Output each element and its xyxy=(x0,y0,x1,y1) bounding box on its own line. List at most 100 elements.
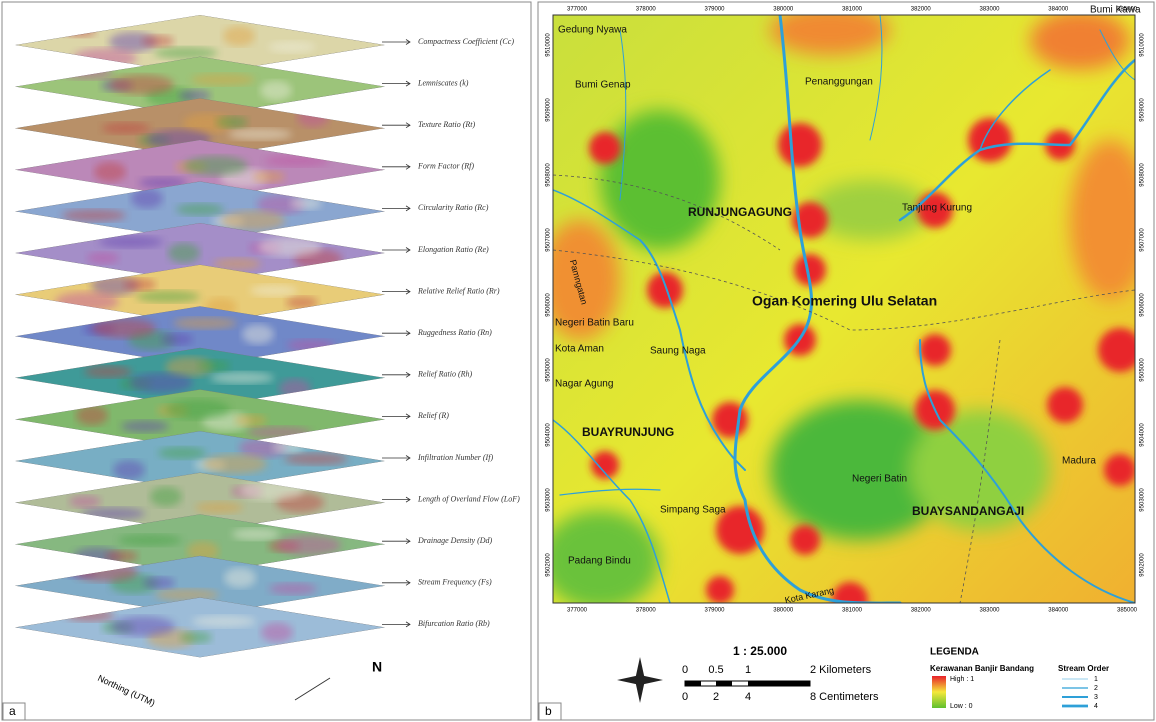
y-tick-label: 9509000 xyxy=(546,98,552,122)
layer-patch xyxy=(198,360,230,372)
place-name: Tanjung Kurung xyxy=(902,203,972,214)
place-name: Nagar Agung xyxy=(555,379,613,390)
layer-label: Ruggedness Ratio (Rn) xyxy=(417,328,492,337)
place-name: Kota Aman xyxy=(555,344,604,355)
x-tick-label: 383000 xyxy=(979,608,1000,614)
layer-patch xyxy=(99,236,163,248)
panel-label: b xyxy=(545,704,552,718)
layer-patch xyxy=(131,188,163,208)
place-name: Saung Naga xyxy=(650,346,706,357)
layer-patch xyxy=(195,502,243,514)
layer-patch xyxy=(136,291,200,303)
x-tick-label: 384000 xyxy=(1048,7,1069,13)
scale-km-label: 0 xyxy=(682,664,688,676)
layer-patch xyxy=(210,372,274,384)
y-tick-label: 9508000 xyxy=(546,163,552,187)
place-name: BUAYRUNJUNG xyxy=(582,425,674,439)
layer-patch xyxy=(277,535,341,555)
stream-order-label: 1 xyxy=(1094,676,1098,683)
figure-canvas: Compactness Coefficient (Cc)Lemniscates … xyxy=(0,0,1156,722)
place-name: Padang Bindu xyxy=(568,556,631,567)
layer-patch xyxy=(142,35,174,47)
layer-patch xyxy=(232,528,280,540)
y-tick-label: 9510000 xyxy=(546,33,552,57)
layer-patch xyxy=(64,25,96,37)
layer-patch xyxy=(221,210,285,230)
place-name: Madura xyxy=(1062,456,1096,467)
layer-patch xyxy=(224,568,256,588)
layer-patch xyxy=(180,631,212,643)
layer-patch xyxy=(73,48,137,68)
layer-stack: Compactness Coefficient (Cc)Lemniscates … xyxy=(15,15,520,657)
place-name: RUNJUNGAGUNG xyxy=(688,205,792,219)
layer-patch xyxy=(216,116,248,128)
y-tick-label: 9506000 xyxy=(546,293,552,317)
scale-bar xyxy=(685,681,810,686)
layer-patch xyxy=(268,41,316,53)
layer-patch xyxy=(184,156,248,176)
y-tick-label: 9502000 xyxy=(546,553,552,577)
x-tick-label: 380000 xyxy=(773,608,794,614)
layer-patch xyxy=(161,333,193,345)
layer-patch xyxy=(74,562,138,582)
layer-patch xyxy=(284,453,348,465)
x-tick-label: 377000 xyxy=(567,608,588,614)
layer-patch xyxy=(84,366,132,378)
layer-patch xyxy=(287,339,335,351)
y-tick-label: 9508000 xyxy=(1140,163,1146,187)
layer-patch xyxy=(272,441,304,453)
layer-patch xyxy=(66,609,114,621)
hazard-high: High : 1 xyxy=(950,676,974,683)
layer-patch xyxy=(279,379,311,399)
x-tick-label: 382000 xyxy=(911,7,932,13)
layer-patch xyxy=(240,481,304,501)
x-tick-label: 377000 xyxy=(567,7,588,13)
layer-label: Relief Ratio (Rh) xyxy=(417,370,473,379)
layer-patch xyxy=(269,583,317,595)
map xyxy=(540,5,1150,618)
layer-patch xyxy=(106,550,138,562)
layer-patch xyxy=(223,26,255,46)
place-name: Simpang Saga xyxy=(660,505,726,516)
scale-km-label: 2 Kilometers xyxy=(810,664,872,676)
layer-patch xyxy=(110,75,174,95)
place-name: Ogan Komering Ulu Selatan xyxy=(752,293,937,309)
layer-patch xyxy=(297,107,329,127)
scale-cm-label: 8 Centimeters xyxy=(810,691,879,703)
layer-label: Compactness Coefficient (Cc) xyxy=(418,37,514,46)
layer-patch xyxy=(62,209,126,221)
place-name: BUAYSANDANGAJI xyxy=(912,504,1024,518)
y-tick-label: 9507000 xyxy=(546,228,552,252)
scale-cm-label: 2 xyxy=(713,691,719,703)
layer-patch xyxy=(118,534,182,546)
layer-patch xyxy=(102,122,150,134)
layer-label: Length of Overland Flow (LoF) xyxy=(417,494,520,503)
layer-patch xyxy=(203,454,267,474)
layer-patch xyxy=(111,616,175,636)
north-label: N xyxy=(372,659,382,675)
layer-label: Relative Relief Ratio (Rr) xyxy=(417,286,500,295)
north-rose xyxy=(617,657,663,703)
layer-patch xyxy=(76,405,108,425)
layer-patch xyxy=(124,279,156,291)
stream-order-label: 3 xyxy=(1094,694,1098,701)
layer-patch xyxy=(286,297,318,309)
scale-ratio: 1 : 25.000 xyxy=(733,644,787,658)
scale-km-label: 1 xyxy=(745,664,751,676)
layer-patch xyxy=(55,292,119,312)
x-tick-label: 384000 xyxy=(1048,608,1069,614)
layer-patch xyxy=(247,426,311,438)
y-tick-label: 9502000 xyxy=(1140,553,1146,577)
legend-title: LEGENDA xyxy=(930,647,979,658)
layer xyxy=(15,597,385,657)
y-tick-label: 9504000 xyxy=(546,423,552,447)
y-tick-label: 9507000 xyxy=(1140,228,1146,252)
stream-order-label: 2 xyxy=(1094,685,1098,692)
layer-patch xyxy=(242,324,274,344)
x-tick-label: 383000 xyxy=(979,7,1000,13)
place-name: Penanggungan xyxy=(805,77,873,88)
layer-label: Drainage Density (Dd) xyxy=(417,536,493,545)
place-name: Bumi Kawa xyxy=(1090,5,1141,16)
layer-patch xyxy=(143,577,175,589)
